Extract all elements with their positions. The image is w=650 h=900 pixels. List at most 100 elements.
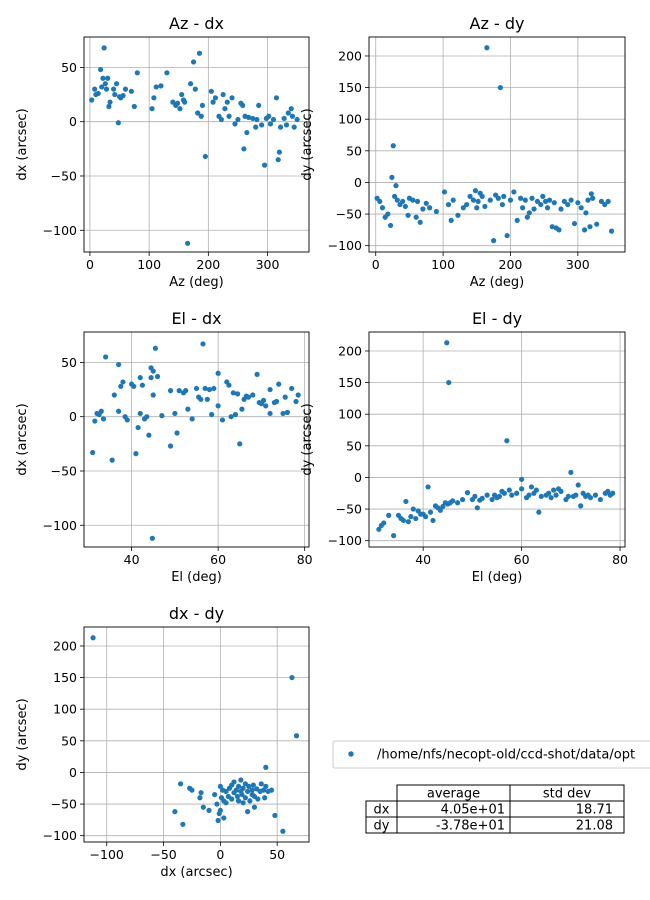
x-tick-label: 80 [297,552,313,567]
data-point [100,75,106,81]
data-point [254,371,260,377]
data-point [602,201,608,208]
chart-panel-1: 0 100 200 300 −100 −50 0 50 Az - dx Az (deg) dx (a… [15,14,310,290]
data-point [92,418,98,424]
data-point [391,533,397,539]
data-point [608,228,615,234]
data-point [585,197,591,203]
y-tick-label: 100 [338,407,362,422]
data-point [519,476,525,482]
axes-frame [83,626,310,843]
data-point [149,106,155,112]
data-point [293,733,300,739]
data-point [144,414,150,420]
data-point [379,205,386,211]
data-point [376,526,382,532]
data-point [425,484,431,490]
data-point [526,210,532,216]
data-point [239,791,245,798]
data-point [280,828,286,834]
legend-label: /home/nfs/necopt-old/ccd-shot/data/opt [377,748,635,763]
data-point [507,197,514,203]
data-point [146,432,152,438]
y-tick-label: 0 [69,409,77,424]
data-point [283,122,290,128]
data-point [174,100,181,106]
data-point [208,88,214,94]
data-point [385,211,391,217]
data-point [113,81,120,87]
data-point [558,488,564,494]
data-point [241,146,247,152]
x-axis-label: dx (arcsec) [160,865,232,880]
data-point [131,383,137,389]
data-point [441,189,448,195]
data-point [427,509,434,515]
data-point [528,484,535,490]
data-point [249,787,255,793]
x-tick-label: −100 [90,847,124,862]
y-tick-label: 100 [338,112,362,127]
data-point [268,787,275,793]
data-point [172,809,178,815]
data-point [276,149,282,155]
data-point [474,205,480,211]
data-point [212,791,218,798]
data-point [542,198,549,205]
data-point [90,449,96,456]
data-point [289,113,296,119]
data-point [92,86,98,92]
data-point [235,798,242,804]
data-point [229,95,235,101]
data-point [158,83,164,89]
stats-table: average std dev dx 4.05e+01 18.71 dy -3.… [365,784,625,834]
data-point [540,193,546,199]
data-point [479,495,485,501]
data-point [414,198,421,205]
data-point [223,788,229,795]
y-tick-label: 0 [69,114,77,129]
data-point [137,410,143,417]
data-point [381,520,387,526]
data-point [167,443,174,449]
data-point [226,113,232,119]
data-point [583,210,589,216]
x-axis-label: Az (deg) [169,275,224,290]
data-point [148,375,154,381]
data-point [111,392,117,398]
data-point [393,183,399,189]
data-point [551,200,557,206]
data-point [427,205,433,211]
data-point [215,370,221,376]
y-axis-label: dy (arcsec) [300,403,315,475]
data-point [103,86,110,92]
data-point [529,195,535,201]
data-point [107,99,113,105]
y-tick-label: 0 [354,175,362,190]
data-point [578,205,584,211]
x-tick-label: 0 [372,257,380,272]
data-point [289,674,295,681]
y-tick-label: 0 [354,470,362,485]
data-point [581,227,588,233]
data-point [235,116,241,123]
data-point [448,217,454,223]
data-point [172,410,178,417]
data-point [548,495,554,501]
data-point [239,406,245,412]
table-cell-dy-std: 21.08 [576,819,613,834]
data-point [230,390,236,396]
data-point [103,354,109,360]
data-point [261,162,268,168]
x-tick-label: 60 [514,552,530,567]
data-point [291,124,297,130]
table-cell-dy-average: -3.78e+01 [436,819,505,834]
y-axis-label: dx (arcsec) [15,403,30,475]
data-point [450,498,456,504]
data-point [235,391,241,397]
y-tick-label: −100 [43,828,77,843]
axes-frame [368,331,626,548]
data-point [167,388,174,394]
data-point [553,492,559,498]
data-point [202,385,208,392]
